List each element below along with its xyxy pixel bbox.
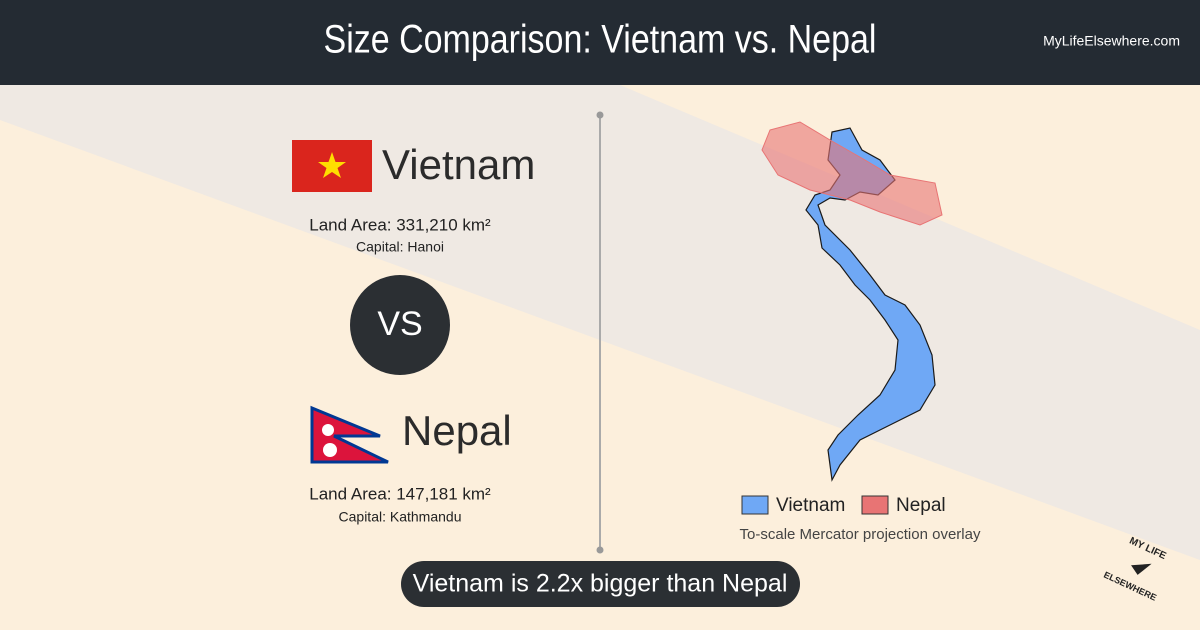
vs-text: VS	[377, 305, 422, 343]
nepal-shape	[761, 121, 943, 226]
divider-end	[596, 546, 604, 554]
site-name: MyLifeElsewhere.com	[1043, 33, 1180, 49]
map-note: To-scale Mercator projection overlay	[740, 526, 981, 543]
nepal-flag	[310, 405, 389, 464]
legend-label: Nepal	[896, 495, 946, 516]
summary: Vietnam is 2.2x bigger than Nepal	[413, 570, 788, 598]
land-area: Land Area: 331,210 km²	[309, 215, 491, 234]
divider-end	[596, 111, 604, 119]
flag-star	[318, 152, 346, 178]
legend-swatch	[741, 495, 769, 515]
capital: Capital: Kathmandu	[339, 509, 462, 525]
capital: Capital: Hanoi	[356, 239, 444, 255]
title: Size Comparison: Vietnam vs. Nepal	[324, 16, 877, 61]
land-area: Land Area: 147,181 km²	[309, 484, 491, 503]
legend-swatch	[861, 495, 889, 515]
country-name: Nepal	[402, 407, 512, 454]
header-bar	[0, 0, 1200, 85]
country-name: Vietnam	[382, 141, 535, 188]
summary-pill	[401, 561, 800, 607]
vs-badge	[350, 275, 450, 375]
legend-label: Vietnam	[776, 495, 845, 516]
